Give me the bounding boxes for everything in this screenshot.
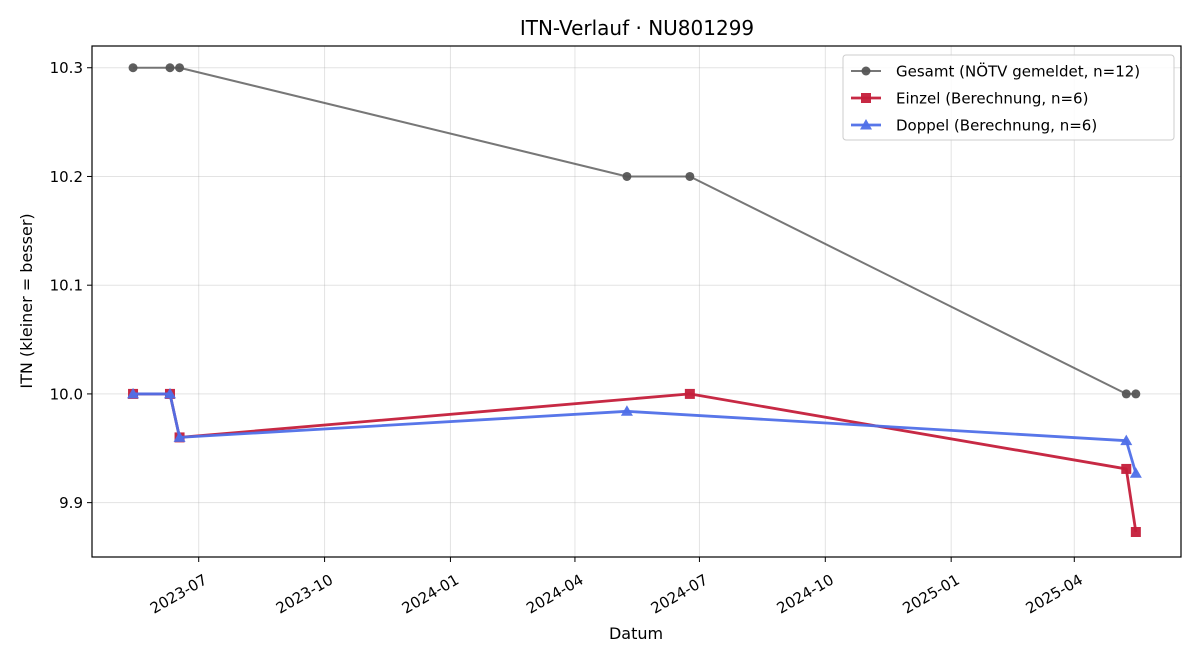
data-point [1131, 389, 1141, 399]
y-tick-label: 10.0 [50, 385, 83, 403]
y-axis-title: ITN (kleiner = besser) [17, 213, 36, 388]
data-point [128, 63, 138, 73]
data-point [684, 388, 695, 399]
legend-marker [861, 93, 871, 103]
legend-label: Gesamt (NÖTV gemeldet, n=12) [896, 62, 1140, 81]
plot-frame [91, 45, 1182, 558]
data-point [1129, 467, 1142, 478]
legend: Gesamt (NÖTV gemeldet, n=12) Einzel (Bere… [842, 54, 1175, 141]
legend-label: Einzel (Berechnung, n=6) [896, 90, 1088, 108]
data-point [1120, 434, 1133, 446]
y-tick-label: 9.9 [59, 494, 83, 512]
y-tick-label: 10.3 [50, 59, 83, 77]
series-0 [128, 63, 1141, 399]
data-point [163, 387, 176, 399]
legend-marker [860, 119, 872, 130]
data-point [1121, 463, 1132, 474]
series-line-2 [133, 392, 1138, 474]
data-point [622, 171, 632, 181]
legend-label: Doppel (Berechnung, n=6) [896, 117, 1097, 135]
data-point [173, 431, 186, 442]
series-2 [127, 387, 1142, 478]
x-axis-title: Datum [609, 624, 663, 643]
chart-title: ITN-Verlauf · NU801299 [520, 16, 754, 40]
data-point [1130, 526, 1141, 537]
data-point [620, 405, 633, 416]
legend-marker [861, 66, 871, 76]
data-point [127, 387, 140, 399]
data-point [165, 63, 175, 73]
y-tick-label: 10.2 [50, 168, 83, 186]
data-point [175, 63, 185, 73]
data-point [685, 171, 695, 181]
series-layer [127, 63, 1142, 537]
data-point [1121, 389, 1131, 399]
y-tick-label: 10.1 [50, 277, 83, 295]
legend-box [842, 54, 1175, 141]
